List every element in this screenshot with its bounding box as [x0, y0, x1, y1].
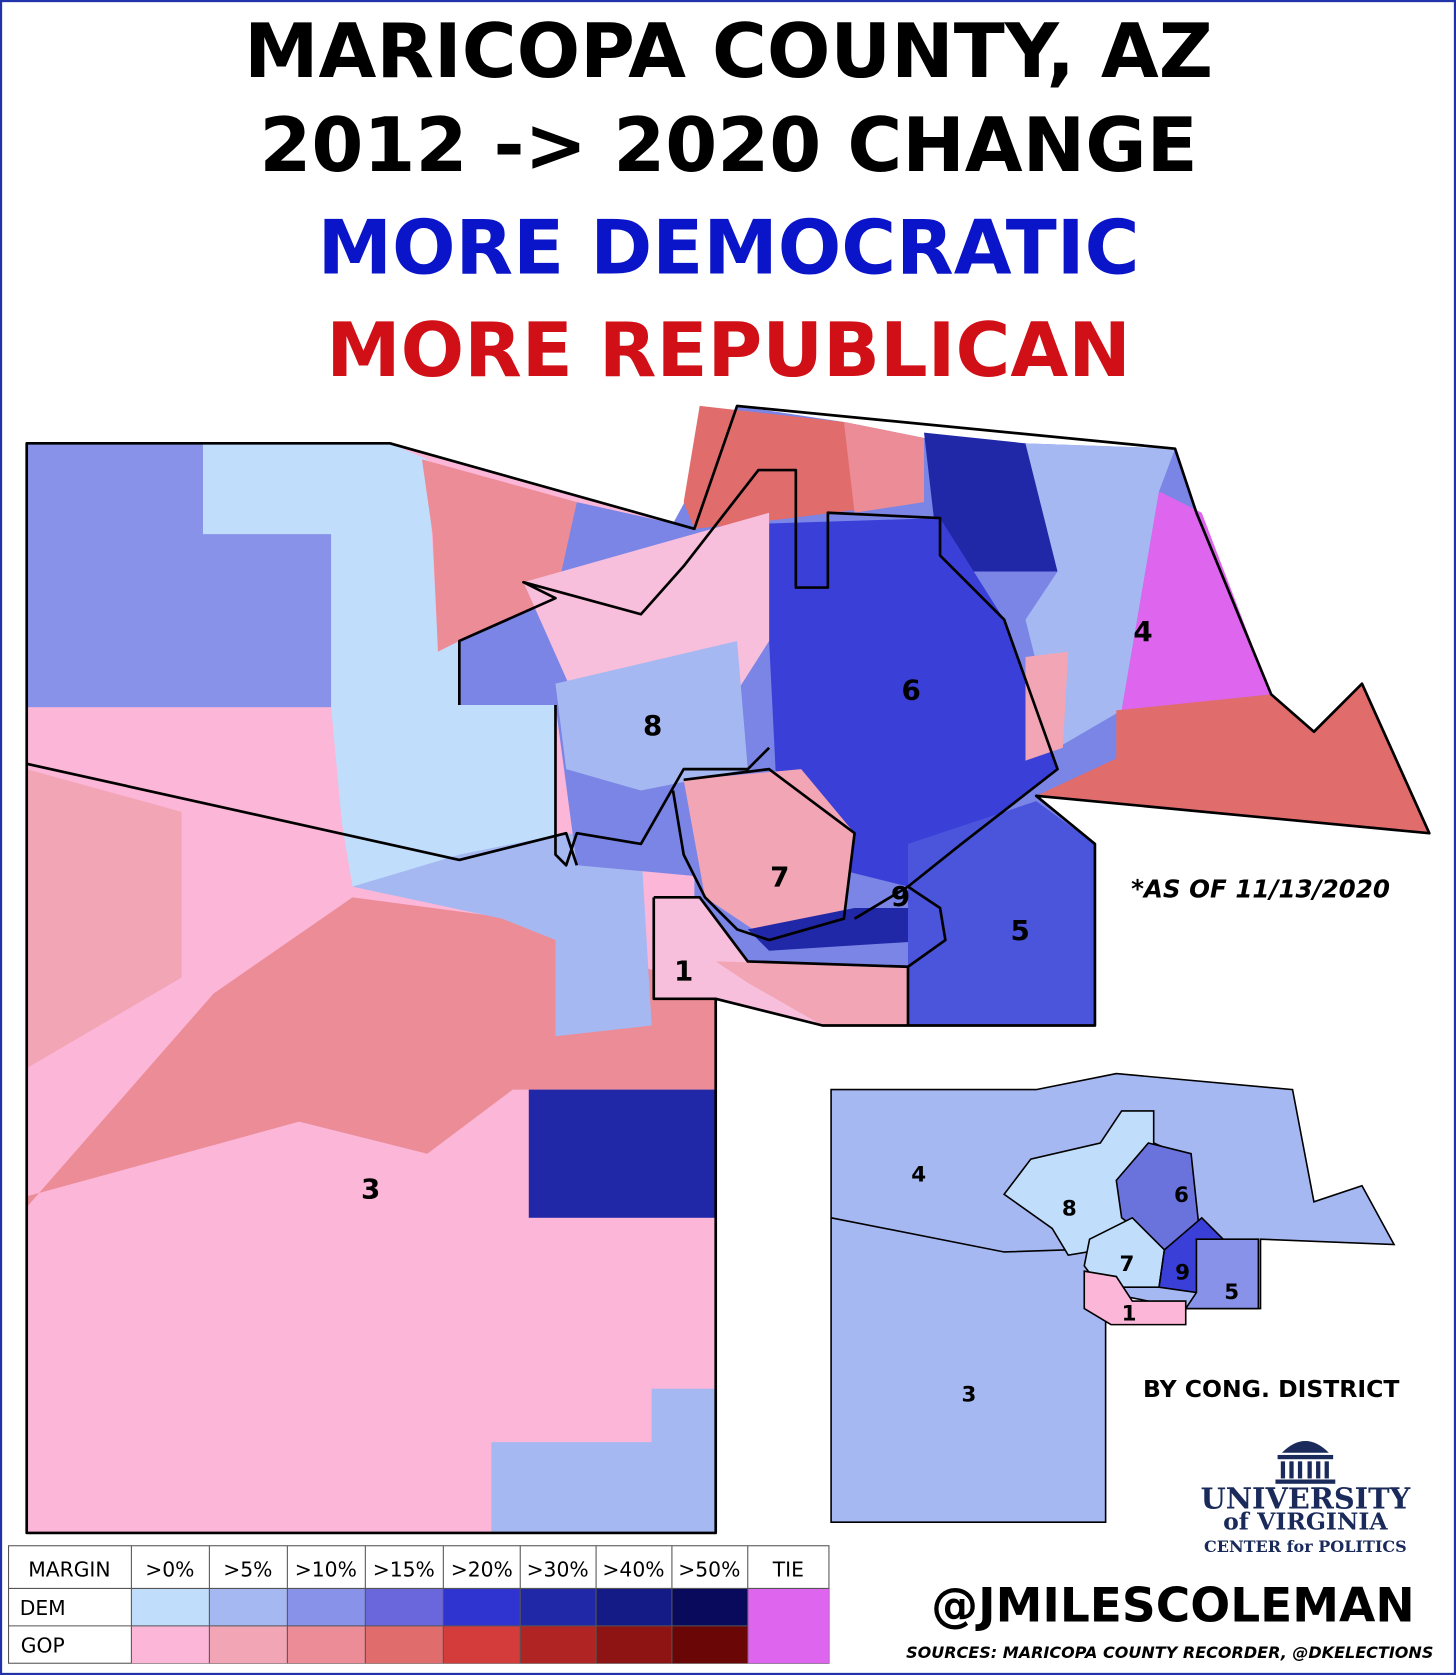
legend-header: >15% — [373, 1558, 435, 1582]
inset-map — [830, 1072, 1396, 1524]
legend-header: >50% — [678, 1558, 740, 1582]
title-dem: MORE DEMOCRATIC — [318, 204, 1140, 291]
inset-label: 3 — [961, 1383, 976, 1408]
inset-label: 8 — [1062, 1197, 1077, 1222]
logo-line: CENTER for POLITICS — [1204, 1537, 1407, 1556]
note: *AS OF 11/13/2020 — [1131, 874, 1390, 903]
legend-header: MARGIN — [28, 1558, 110, 1582]
legend-header: >10% — [295, 1558, 357, 1582]
district-label: 7 — [770, 861, 789, 894]
district-label: 5 — [1010, 914, 1029, 947]
legend: MARGIN >0% >5% >10% >15% >20% >30% >40% … — [8, 1545, 830, 1664]
legend-header: >40% — [602, 1558, 664, 1582]
legend-header: TIE — [772, 1558, 804, 1582]
legend-header: >20% — [451, 1558, 513, 1582]
inset-label: 5 — [1224, 1280, 1239, 1305]
inset-title: BY CONG. DISTRICT — [1143, 1375, 1399, 1403]
sources: SOURCES: MARICOPA COUNTY RECORDER, @DKEL… — [906, 1643, 1433, 1662]
district-label: 9 — [891, 880, 910, 913]
legend-header: >5% — [223, 1558, 272, 1582]
district-label: 6 — [902, 674, 921, 707]
district-label: 4 — [1133, 615, 1152, 648]
title-line: 2012 -> 2020 CHANGE — [259, 102, 1197, 189]
logo: UNIVERSITY of VIRGINIA CENTER for POLITI… — [1201, 1441, 1411, 1556]
district-label: 8 — [643, 709, 662, 742]
inset-labels: 1 3 4 5 6 7 8 9 — [911, 1162, 1239, 1407]
district-label: 3 — [361, 1173, 380, 1206]
inset-label: 4 — [911, 1162, 926, 1187]
credit: @JMILESCOLEMAN — [931, 1579, 1415, 1634]
main-map — [25, 404, 1431, 1535]
inset-label: 1 — [1122, 1301, 1137, 1326]
legend-header: >0% — [145, 1558, 194, 1582]
logo-line: of VIRGINIA — [1223, 1508, 1388, 1536]
legend-row-label: GOP — [21, 1634, 65, 1658]
district-labels: 1 3 4 5 6 7 8 9 — [361, 615, 1153, 1206]
district-label: 1 — [674, 955, 693, 988]
legend-row-label: DEM — [20, 1596, 66, 1620]
title-gop: MORE REPUBLICAN — [326, 307, 1131, 394]
title-line: MARICOPA COUNTY, AZ — [244, 8, 1213, 95]
legend-header: >30% — [527, 1558, 589, 1582]
inset-label: 7 — [1120, 1252, 1135, 1277]
inset-label: 6 — [1174, 1183, 1189, 1208]
logo-line: UNIVERSITY — [1201, 1481, 1411, 1515]
inset-label: 9 — [1175, 1261, 1190, 1286]
